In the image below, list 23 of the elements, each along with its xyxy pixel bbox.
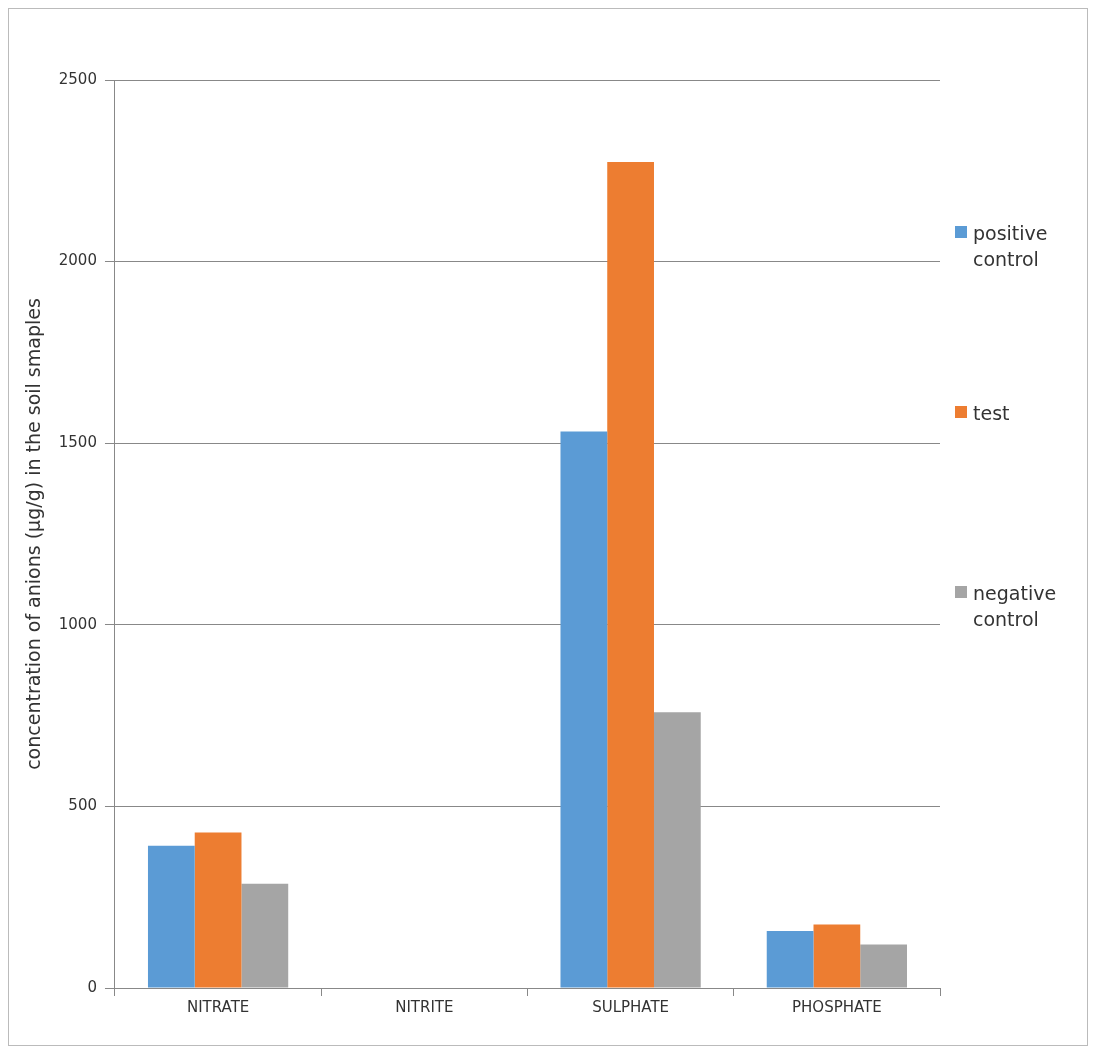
y-tick-label: 1000: [58, 614, 97, 633]
bar: [147, 845, 195, 988]
y-tick-label: 2500: [58, 69, 97, 88]
y-tick-label: 2000: [58, 251, 97, 270]
x-tick-label: NITRATE: [186, 997, 250, 1016]
y-tick-label: 1500: [58, 433, 97, 452]
bar: [194, 832, 242, 988]
y-tick-label: 0: [87, 977, 97, 996]
bar: [607, 162, 654, 988]
x-tick-label: SULPHATE: [592, 997, 670, 1016]
legend-label: test: [973, 401, 1011, 426]
x-tick-label: NITRITE: [395, 997, 454, 1016]
bar: [560, 431, 608, 988]
bar: [653, 712, 701, 988]
legend-label: negative control: [973, 581, 1058, 632]
legend-label: positive control: [973, 221, 1049, 272]
y-axis-title: concentration of anions (µg/g) in the soil smaples: [22, 298, 45, 770]
y-tick-label: 500: [68, 796, 97, 815]
bar: [766, 930, 814, 988]
bar: [813, 924, 861, 988]
x-tick-label: PHOSPHATE: [792, 997, 882, 1016]
bar: [860, 944, 907, 988]
bar: [241, 883, 289, 988]
